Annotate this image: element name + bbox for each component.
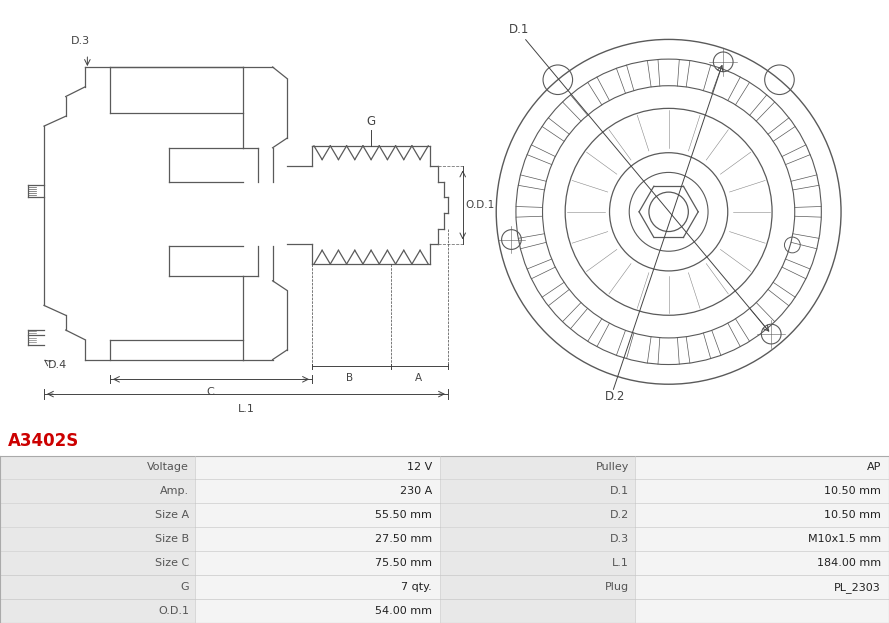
Bar	[1, 576, 195, 599]
Text: Size B: Size B	[155, 535, 189, 545]
Text: A: A	[415, 373, 422, 383]
Text: D.3: D.3	[610, 535, 629, 545]
Bar	[196, 480, 439, 503]
Text: D.4: D.4	[48, 359, 68, 369]
Text: D.3: D.3	[70, 36, 90, 46]
Text: 54.00 mm: 54.00 mm	[375, 606, 432, 616]
Bar	[636, 551, 888, 575]
Text: 12 V: 12 V	[407, 462, 432, 472]
Text: D.2: D.2	[610, 510, 629, 520]
Bar	[441, 480, 635, 503]
Text: C: C	[206, 387, 214, 397]
Bar	[1, 551, 195, 575]
Text: Size C: Size C	[155, 558, 189, 568]
Bar	[636, 503, 888, 527]
Text: O.D.1: O.D.1	[466, 200, 495, 210]
Text: B: B	[346, 373, 353, 383]
Text: 230 A: 230 A	[400, 487, 432, 497]
Text: 10.50 mm: 10.50 mm	[824, 487, 881, 497]
Text: Voltage: Voltage	[147, 462, 189, 472]
Bar	[196, 528, 439, 551]
Text: 7 qty.: 7 qty.	[401, 582, 432, 592]
Bar	[441, 528, 635, 551]
Text: 55.50 mm: 55.50 mm	[375, 510, 432, 520]
Bar	[441, 551, 635, 575]
Bar	[196, 576, 439, 599]
Bar	[1, 528, 195, 551]
Text: PL_2303: PL_2303	[834, 582, 881, 592]
Text: D.1: D.1	[509, 23, 530, 36]
Text: 10.50 mm: 10.50 mm	[824, 510, 881, 520]
Text: Plug: Plug	[605, 582, 629, 592]
Text: Amp.: Amp.	[160, 487, 189, 497]
Bar	[1, 456, 195, 479]
Bar	[1, 480, 195, 503]
Bar	[196, 551, 439, 575]
Bar	[1, 503, 195, 527]
Text: 184.00 mm: 184.00 mm	[817, 558, 881, 568]
Bar	[636, 480, 888, 503]
Text: L.1: L.1	[237, 404, 254, 414]
Bar	[196, 599, 439, 623]
Text: Pulley: Pulley	[596, 462, 629, 472]
Bar	[636, 456, 888, 479]
Bar	[1, 599, 195, 623]
Bar	[636, 599, 888, 623]
Text: G: G	[366, 115, 376, 128]
Bar	[441, 599, 635, 623]
Text: D.1: D.1	[610, 487, 629, 497]
Text: D.2: D.2	[605, 389, 625, 402]
Text: AP: AP	[867, 462, 881, 472]
Bar	[196, 503, 439, 527]
Bar	[441, 503, 635, 527]
Text: 27.50 mm: 27.50 mm	[375, 535, 432, 545]
Text: 75.50 mm: 75.50 mm	[375, 558, 432, 568]
Text: L.1: L.1	[613, 558, 629, 568]
Text: M10x1.5 mm: M10x1.5 mm	[808, 535, 881, 545]
Bar	[196, 456, 439, 479]
Bar	[441, 456, 635, 479]
Bar	[636, 528, 888, 551]
Text: A3402S: A3402S	[8, 432, 79, 450]
Text: Size A: Size A	[155, 510, 189, 520]
Bar	[441, 576, 635, 599]
Text: G: G	[180, 582, 189, 592]
Text: O.D.1: O.D.1	[158, 606, 189, 616]
Bar	[636, 576, 888, 599]
